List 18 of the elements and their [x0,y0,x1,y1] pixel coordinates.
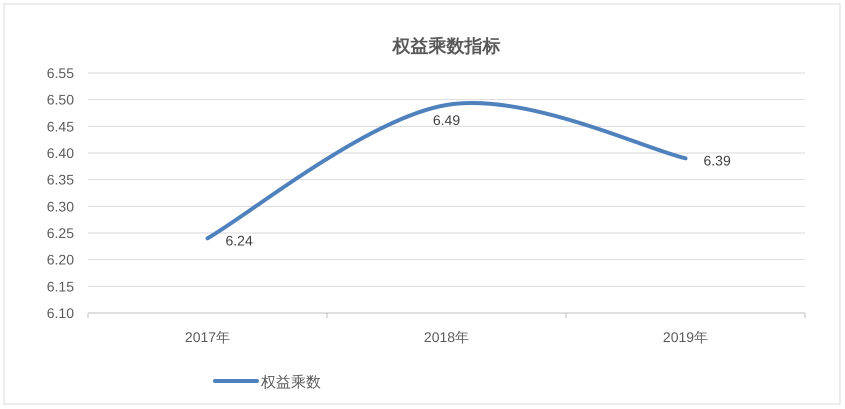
x-tick-label: 2018年 [424,329,470,345]
x-tick-label: 2019年 [662,329,708,345]
y-tick-label: 6.40 [46,145,74,161]
y-tick-label: 6.55 [46,65,74,81]
data-label: 6.24 [226,232,253,248]
data-label: 6.39 [704,152,731,168]
y-tick-label: 6.15 [46,278,74,294]
y-tick-label: 6.20 [46,252,74,268]
y-tick-label: 6.25 [46,225,74,241]
y-tick-label: 6.10 [46,305,74,321]
x-tick-label: 2017年 [184,329,230,345]
legend-label: 权益乘数 [260,374,321,391]
data-label: 6.49 [432,112,460,128]
chart-title: 权益乘数指标 [392,36,500,56]
y-tick-label: 6.35 [46,172,74,188]
y-tick-label: 6.45 [46,118,74,134]
y-tick-label: 6.50 [46,92,74,108]
y-tick-label: 6.30 [46,198,74,214]
